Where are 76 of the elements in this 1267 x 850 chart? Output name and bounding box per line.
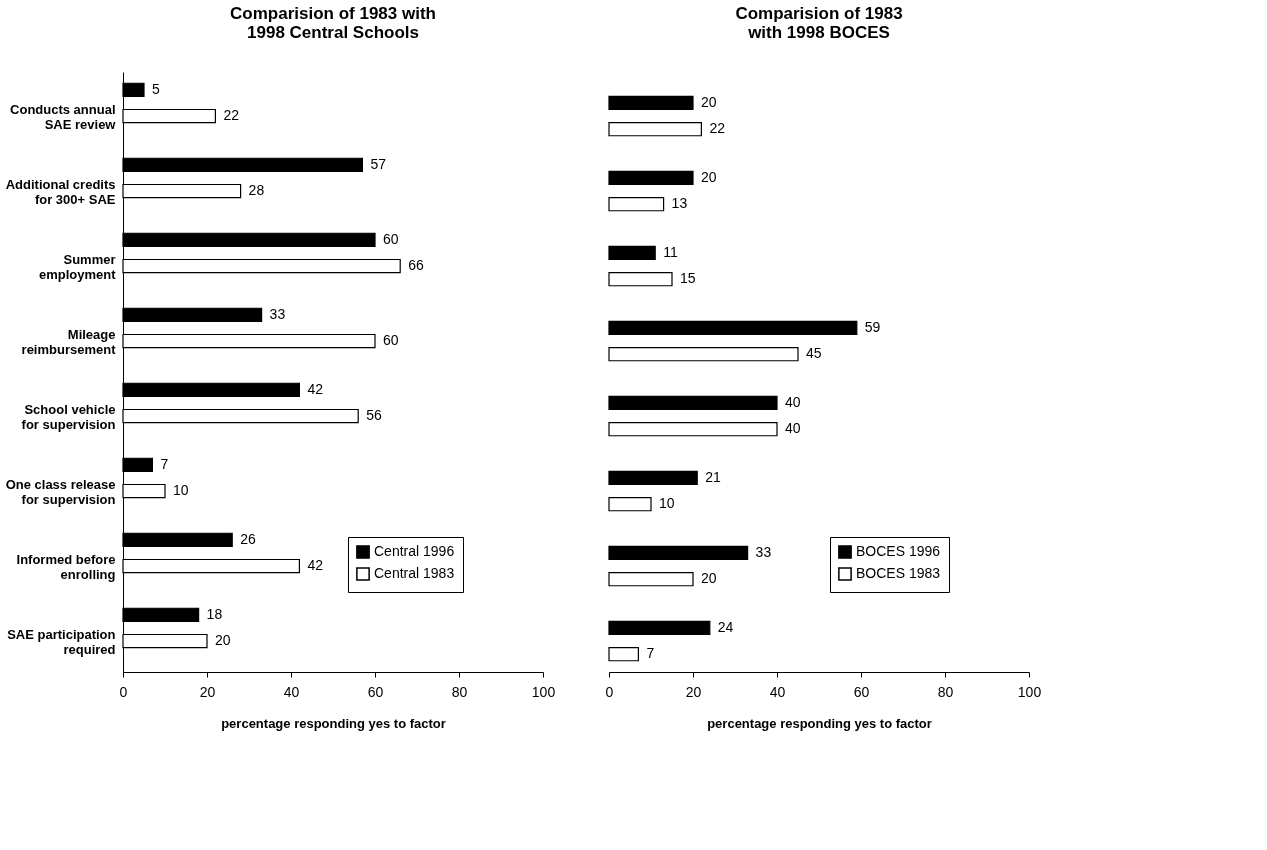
bar [608,395,778,411]
data-label: 18 [206,605,223,622]
data-label: 60 [383,332,399,349]
bar [608,95,694,111]
bar [608,122,702,137]
bar [608,470,698,486]
data-label: 42 [307,557,324,574]
data-label: 40 [785,420,801,437]
bar [608,620,711,636]
data-label: 60 [383,230,399,247]
legend-label: Central 1996 [374,543,455,559]
data-label: 15 [680,270,696,287]
x-tick-label: 80 [937,683,954,700]
y-tick-label: One class release for supervision [5,476,116,507]
x-tick-label: 0 [119,683,128,700]
bar [608,545,749,561]
x-tick-label: 40 [283,683,300,700]
bar [608,647,639,662]
data-label: 20 [701,570,717,587]
bar [608,272,673,287]
y-tick-label: Informed before enrolling [16,551,116,582]
bar [608,572,694,587]
y-tick-label: Conducts annual SAE review [10,101,117,132]
x-tick-label: 0 [605,683,614,700]
data-label: 10 [173,482,189,499]
bar [608,170,694,186]
data-label: 7 [646,645,655,662]
x-tick-label: 80 [451,683,468,700]
y-tick-label: Additional credits for 300+ SAE [5,176,116,207]
x-tick-label: 20 [685,683,702,700]
data-label: 40 [785,393,801,410]
data-label: 11 [663,243,678,260]
data-label: 33 [269,305,286,322]
data-label: 22 [223,107,240,124]
data-label: 66 [408,257,424,274]
legend-label: BOCES 1983 [856,565,941,581]
bar [608,422,778,437]
x-tick-label: 60 [853,683,870,700]
bar [608,197,665,212]
x-axis-title: percentage responding yes to factor [707,715,932,731]
data-label: 20 [215,632,231,649]
x-tick-label: 20 [199,683,216,700]
x-tick-label: 40 [769,683,786,700]
data-label: 20 [701,168,717,185]
chart-title: Comparision of 1983 with 1998 Central Schools [230,4,436,42]
data-label: 26 [240,530,256,547]
data-label: 33 [755,543,772,560]
x-tick-label: 100 [1017,683,1042,700]
data-label: 10 [659,495,675,512]
data-label: 5 [152,80,160,97]
data-label: 7 [160,455,169,472]
data-label: 13 [671,195,688,212]
x-tick-label: 100 [531,683,556,700]
x-tick-label: 60 [367,683,384,700]
data-label: 42 [307,380,324,397]
data-label: 22 [709,120,726,137]
y-tick-label: Mileage reimbursement [21,326,117,357]
legend-label: Central 1983 [374,565,455,581]
y-tick-label: Summer employment [38,251,117,282]
data-label: 21 [705,468,721,485]
data-label: 57 [370,155,387,172]
data-label: 59 [864,318,881,335]
bar [608,320,858,336]
data-label: 20 [701,93,717,110]
data-label: 28 [248,182,265,199]
x-axis-title: percentage responding yes to factor [221,715,446,731]
legend-label: BOCES 1996 [856,543,941,559]
y-tick-label: School vehicle for supervision [21,401,116,432]
bar [608,497,652,512]
chart-title: Comparision of 1983 with 1998 BOCES [735,4,903,42]
data-label: 24 [717,618,734,635]
bar [608,245,656,261]
data-label: 56 [366,407,382,424]
y-tick-label: SAE participation required [7,626,116,657]
bar [608,347,799,362]
data-label: 45 [806,345,822,362]
